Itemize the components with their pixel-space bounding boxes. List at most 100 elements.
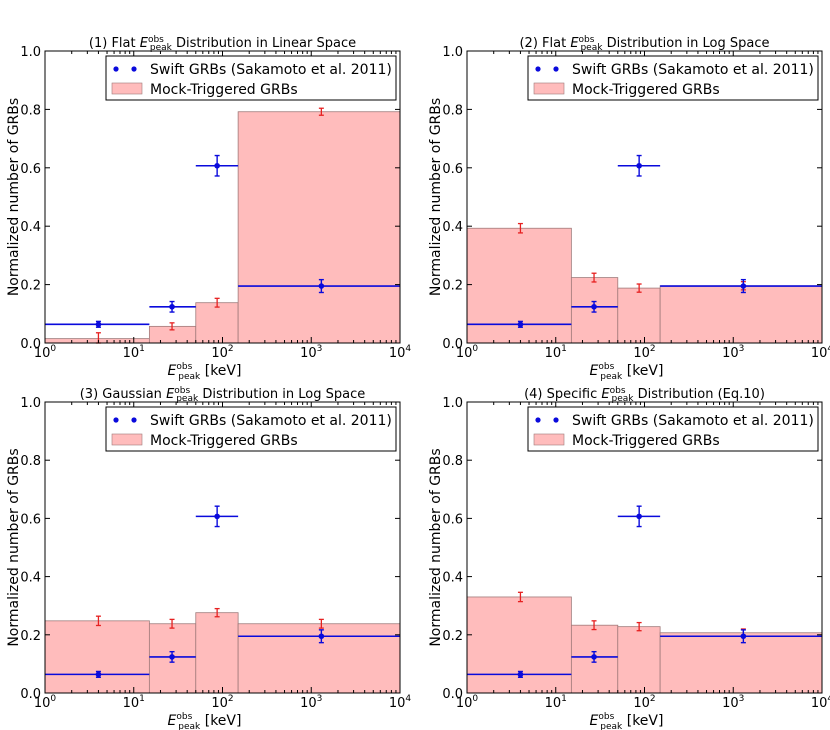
mock-bar: [195, 612, 239, 694]
x-tick-base: 10: [456, 346, 473, 361]
legend-swift-label: Swift GRBs (Sakamoto et al. 2011): [150, 62, 392, 78]
panel-title: (2) Flat Eobs peak Distribution in Log Sp…: [519, 35, 769, 53]
y-axis-label: Normalized number of GRBs: [428, 98, 444, 296]
x-axis-label: Eobs peak [keV]: [590, 362, 664, 382]
x-tick-label: 104: [389, 344, 412, 361]
swift-point: [169, 654, 175, 660]
x-tick-exp: 3: [317, 344, 323, 354]
x-tick-label: 100: [456, 694, 479, 711]
title-suffix: Distribution in Linear Space: [172, 36, 356, 51]
mock-bar: [237, 623, 401, 694]
x-tick-exp: 2: [228, 344, 234, 354]
y-tick-label: 0.2: [442, 629, 463, 644]
mock-bar: [237, 111, 401, 344]
swift-point: [740, 633, 747, 640]
title-sub: peak: [612, 394, 635, 404]
x-tick-base: 10: [300, 346, 317, 361]
swift-point: [636, 162, 642, 169]
swift-point: [740, 283, 747, 289]
mock-bar: [659, 632, 823, 694]
y-tick-label: 1.0: [442, 45, 463, 60]
swift-point: [95, 671, 102, 678]
x-tick-label: 101: [545, 344, 567, 361]
legend: Swift GRBs (Sakamoto et al. 2011) Mock-Tr…: [105, 406, 397, 452]
legend: Swift GRBs (Sakamoto et al. 2011) Mock-Tr…: [527, 55, 819, 101]
x-tick-exp: 4: [405, 344, 411, 354]
x-tick-exp: 2: [650, 344, 656, 354]
x-label-sup: obs: [598, 712, 614, 722]
legend-mock-swatch: [533, 82, 565, 95]
x-label-sup: obs: [598, 362, 614, 372]
y-axis-label: Normalized number of GRBs: [428, 448, 444, 646]
title-sup: obs: [148, 35, 164, 45]
swift-point: [214, 162, 220, 169]
title-sup: obs: [579, 35, 595, 45]
y-tick-label: 0.6: [20, 512, 41, 527]
x-tick-exp: 1: [139, 344, 145, 354]
swift-point: [591, 654, 597, 660]
x-label-unit: [keV]: [200, 363, 241, 379]
y-tick-label: 1.0: [20, 396, 41, 411]
x-label-sup: obs: [176, 712, 192, 722]
x-tick-base: 10: [123, 696, 140, 711]
x-tick-label: 100: [34, 694, 57, 711]
legend-swift-marker: [113, 417, 119, 423]
mock-bar: [195, 302, 239, 344]
y-tick-label: 0.8: [442, 454, 463, 469]
title-suffix: Distribution in Log Space: [602, 36, 769, 51]
y-tick-label: 0.8: [20, 454, 41, 469]
title-prefix: (3) Gaussian: [80, 387, 166, 402]
title-var: E: [570, 36, 579, 51]
title-sup: obs: [610, 386, 626, 396]
x-tick-exp: 4: [405, 694, 411, 704]
y-tick-label: 0.4: [20, 220, 41, 235]
swift-point: [169, 303, 175, 310]
x-tick-exp: 1: [139, 694, 145, 704]
x-tick-label: 103: [300, 344, 322, 361]
swift-point: [214, 513, 220, 520]
y-tick-label: 1.0: [20, 45, 41, 60]
x-tick-label: 103: [300, 694, 322, 711]
title-var: E: [140, 36, 149, 51]
x-tick-exp: 4: [827, 694, 830, 704]
x-tick-base: 10: [389, 346, 406, 361]
y-tick-label: 0.2: [20, 629, 41, 644]
x-tick-label: 101: [123, 694, 145, 711]
x-tick-label: 102: [211, 694, 233, 711]
title-suffix: Distribution (Eq.10): [634, 387, 765, 402]
x-label-sub: peak: [178, 722, 201, 730]
x-tick-label: 104: [389, 694, 412, 711]
x-tick-base: 10: [34, 696, 51, 711]
x-label-sub: peak: [600, 372, 623, 382]
legend-swift-marker: [535, 66, 541, 72]
legend: Swift GRBs (Sakamoto et al. 2011) Mock-Tr…: [105, 55, 397, 101]
legend-mock-swatch: [111, 82, 143, 95]
x-tick-base: 10: [545, 696, 562, 711]
x-tick-label: 100: [34, 344, 57, 361]
x-tick-label: 101: [545, 694, 567, 711]
x-tick-exp: 2: [228, 694, 234, 704]
x-label-unit: [keV]: [622, 713, 663, 729]
legend-swift-marker: [535, 417, 541, 423]
swift-point: [636, 513, 642, 520]
panel-title: (3) Gaussian Eobs peak Distribution in Lo…: [80, 386, 366, 404]
legend-mock-label: Mock-Triggered GRBs: [150, 433, 298, 449]
x-tick-label: 101: [123, 344, 145, 361]
x-tick-base: 10: [211, 346, 228, 361]
y-tick-label: 0.6: [20, 162, 41, 177]
x-axis-label: Eobs peak [keV]: [168, 362, 242, 382]
x-label-var: E: [168, 713, 177, 729]
x-tick-exp: 0: [50, 344, 56, 354]
title-sup: obs: [174, 386, 190, 396]
x-label-sub: peak: [178, 372, 201, 382]
x-tick-exp: 1: [561, 694, 567, 704]
x-label-sub: peak: [600, 722, 623, 730]
legend-mock-label: Mock-Triggered GRBs: [150, 82, 298, 98]
y-tick-label: 0.8: [20, 103, 41, 118]
x-label-unit: [keV]: [200, 713, 241, 729]
legend-box: [527, 55, 819, 101]
legend-mock-label: Mock-Triggered GRBs: [572, 433, 720, 449]
x-tick-base: 10: [300, 696, 317, 711]
x-tick-base: 10: [545, 346, 562, 361]
